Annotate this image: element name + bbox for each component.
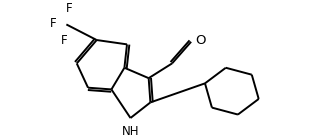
Text: O: O bbox=[195, 34, 206, 47]
Text: NH: NH bbox=[122, 125, 139, 138]
Text: F: F bbox=[50, 17, 56, 30]
Text: F: F bbox=[66, 2, 72, 15]
Text: F: F bbox=[60, 34, 67, 47]
